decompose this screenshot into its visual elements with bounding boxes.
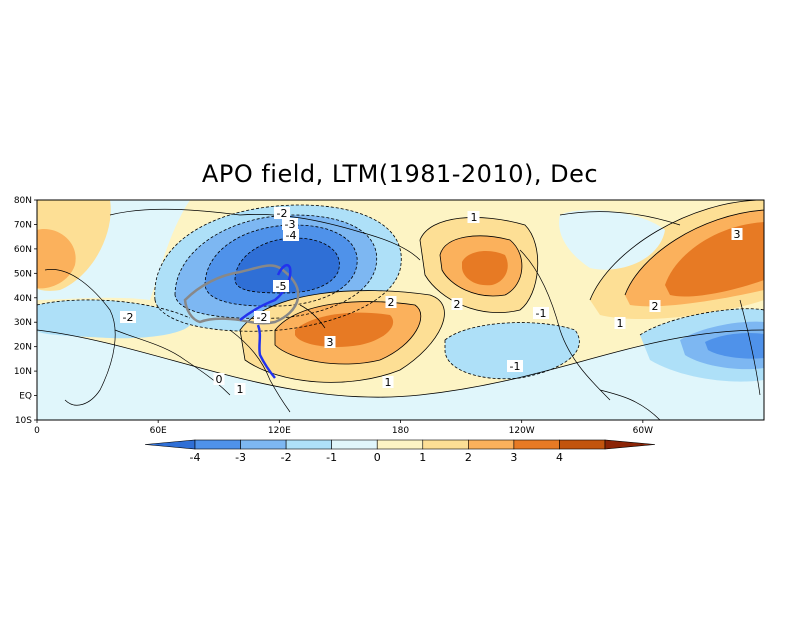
colorbar-segment bbox=[376, 439, 424, 450]
region-boundary-gray bbox=[183, 264, 300, 325]
colorbar-label: -1 bbox=[326, 451, 337, 464]
colorbar-segment bbox=[559, 439, 606, 450]
lat-tick-label: EQ bbox=[19, 392, 32, 402]
colorbar: -4 -3 -2 -1 0 1 2 3 4 bbox=[144, 439, 656, 464]
contour-label-bg bbox=[213, 373, 225, 385]
contour-label: 1 bbox=[385, 376, 392, 389]
contour-label: -2 bbox=[277, 207, 288, 220]
contour-label: 0 bbox=[216, 373, 223, 386]
contour-label: -2 bbox=[257, 311, 268, 324]
contour-label-bg bbox=[507, 360, 523, 372]
contour-label-bg bbox=[382, 376, 394, 388]
contour-label: -2 bbox=[123, 311, 134, 324]
contour-label-bg bbox=[385, 296, 397, 308]
lon-tick-label: 60E bbox=[150, 426, 167, 436]
colorbar-label: 1 bbox=[419, 451, 426, 464]
contour-label-bg bbox=[468, 211, 480, 223]
contour-label-layer: -2-3-4-5-2-2-1-100111222331 bbox=[120, 207, 743, 396]
colorbar-low-triangle bbox=[144, 439, 196, 450]
contour-label-bg bbox=[283, 229, 299, 241]
colorbar-label: 2 bbox=[465, 451, 472, 464]
lat-tick-label: 10S bbox=[15, 416, 32, 426]
contour-label-bg bbox=[282, 218, 298, 230]
lat-tick-label: 30N bbox=[14, 318, 32, 328]
contour-label-bg bbox=[649, 300, 661, 312]
lat-tick-label: 10N bbox=[14, 367, 32, 377]
colorbar-segment bbox=[285, 439, 332, 450]
contour-label: 2 bbox=[652, 300, 659, 313]
latitude-axis: 80N 70N 60N 50N 40N 30N 20N 10N EQ 10S bbox=[14, 196, 37, 426]
chart-title: APO field, LTM(1981-2010), Dec bbox=[201, 160, 599, 188]
lon-tick-label: 0 bbox=[34, 426, 40, 436]
contour-label-bg bbox=[274, 207, 290, 219]
colorbar-high-triangle bbox=[604, 439, 656, 450]
colorbar-label: -4 bbox=[190, 451, 201, 464]
lon-tick-label: 120E bbox=[268, 426, 291, 436]
contour-label-bg bbox=[254, 311, 270, 323]
colorbar-segment bbox=[513, 439, 560, 450]
colorbar-label: 3 bbox=[510, 451, 517, 464]
contour-label-bg bbox=[234, 383, 246, 395]
colorbar-label: -2 bbox=[281, 451, 292, 464]
contour-label: 3 bbox=[734, 228, 741, 241]
colorbar-segment bbox=[422, 439, 469, 450]
contour-label: 1 bbox=[471, 211, 478, 224]
lon-tick-label: 180 bbox=[392, 426, 409, 436]
contour-label: 3 bbox=[327, 336, 334, 349]
contour-label: -4 bbox=[286, 229, 297, 242]
lat-tick-label: 20N bbox=[14, 343, 32, 353]
contour-label-bg bbox=[451, 298, 463, 310]
contour-label-bg bbox=[614, 317, 626, 329]
contour-lines bbox=[37, 200, 764, 398]
colorbar-label: 0 bbox=[374, 451, 381, 464]
lon-tick-label: 60W bbox=[633, 426, 653, 436]
longitude-axis: 0 60E 120E 180 120W 60W bbox=[34, 420, 653, 436]
contour-label: -1 bbox=[536, 307, 547, 320]
contour-label: 2 bbox=[388, 296, 395, 309]
contour-label: -1 bbox=[510, 360, 521, 373]
contour-label-bg bbox=[533, 307, 549, 319]
colorbar-label: 4 bbox=[556, 451, 563, 464]
contour-label-bg bbox=[731, 228, 743, 240]
colorbar-segment bbox=[194, 439, 241, 450]
anomaly-fill bbox=[37, 200, 764, 420]
lon-tick-label: 120W bbox=[509, 426, 535, 436]
contour-label: 1 bbox=[237, 383, 244, 396]
lat-tick-label: 70N bbox=[14, 220, 32, 230]
lat-tick-label: 80N bbox=[14, 196, 32, 206]
contour-label: 1 bbox=[617, 317, 624, 330]
colorbar-label: -3 bbox=[235, 451, 246, 464]
contour-label: -5 bbox=[276, 280, 287, 293]
contour-label-bg bbox=[324, 336, 336, 348]
contour-label-bg bbox=[120, 311, 136, 323]
colorbar-segment bbox=[468, 439, 515, 450]
contour-label: -3 bbox=[285, 218, 296, 231]
lat-tick-label: 40N bbox=[14, 294, 32, 304]
lat-tick-label: 50N bbox=[14, 269, 32, 279]
colorbar-segment bbox=[331, 439, 378, 450]
contour-label-bg bbox=[273, 280, 289, 292]
lat-tick-label: 60N bbox=[14, 245, 32, 255]
contour-label: 2 bbox=[454, 298, 461, 311]
colorbar-segment bbox=[240, 439, 287, 450]
